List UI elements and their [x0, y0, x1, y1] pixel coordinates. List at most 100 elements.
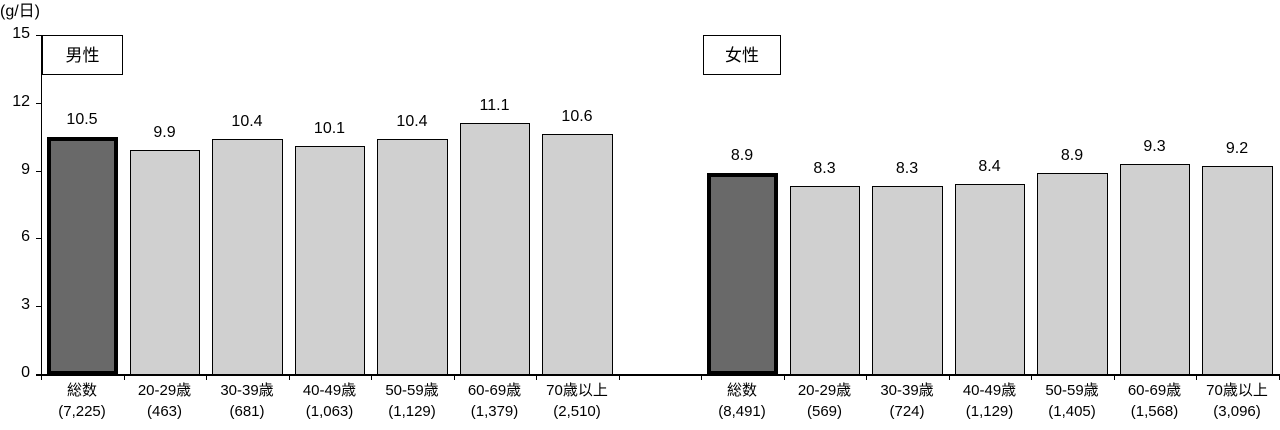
- bar-age-group: [954, 184, 1025, 375]
- x-tick: [123, 374, 125, 380]
- sample-size: (1,379): [470, 403, 519, 420]
- x-tick: [1113, 374, 1115, 380]
- bar-age-group: [294, 145, 365, 375]
- y-tick-label: 3: [21, 296, 30, 314]
- category-label: 総数 (7,225): [41, 380, 123, 422]
- bar-age-group: [1119, 163, 1190, 375]
- category-name: 50-59歳: [1045, 382, 1099, 399]
- value-label: 10.6: [561, 108, 593, 126]
- y-tick: [36, 35, 42, 36]
- value-label: 9.2: [1225, 140, 1249, 158]
- y-tick: [36, 170, 42, 172]
- x-tick: [1278, 374, 1280, 380]
- sample-size: (463): [146, 403, 183, 420]
- sample-size: (1,063): [305, 403, 354, 420]
- category-label: 40-49歳 (1,129): [949, 380, 1031, 422]
- value-label: 8.4: [978, 158, 1001, 176]
- x-tick: [371, 374, 372, 380]
- category-label: 総数 (8,491): [701, 380, 783, 422]
- category-label: 20-29歳 (569): [784, 380, 866, 422]
- sample-size: (7,225): [58, 403, 106, 420]
- bar-total: [707, 172, 778, 375]
- category-name: 50-59歳: [385, 382, 439, 399]
- sample-size: (569): [806, 403, 843, 420]
- x-tick: [288, 374, 290, 380]
- x-tick: [536, 374, 537, 380]
- y-tick-label: 12: [12, 92, 30, 110]
- value-label: 8.3: [895, 160, 919, 178]
- y-tick-label: 15: [12, 25, 30, 42]
- x-tick: [206, 374, 207, 380]
- group-label-female: 女性: [703, 35, 781, 75]
- category-name: 40-49歳: [302, 382, 357, 399]
- category-name: 30-39歳: [880, 382, 934, 399]
- value-label: 8.3: [813, 160, 836, 178]
- sample-size: (681): [229, 403, 265, 420]
- y-axis-unit: (g/日): [0, 3, 41, 20]
- category-name: 30-39歳: [220, 382, 274, 399]
- category-label: 50-59歳 (1,405): [1031, 380, 1113, 422]
- category-name: 60-69歳: [1127, 382, 1182, 399]
- category-label: 30-39歳 (724): [866, 380, 948, 422]
- bar-age-group: [212, 138, 283, 375]
- value-label: 10.5: [66, 110, 98, 128]
- value-label: 10.4: [396, 112, 428, 130]
- bar-age-group: [789, 186, 860, 375]
- y-tick: [36, 102, 42, 104]
- y-tick: [36, 306, 42, 308]
- value-label: 8.9: [730, 146, 754, 164]
- category-label: 30-39歳 (681): [206, 380, 288, 422]
- bar-age-group: [129, 150, 200, 375]
- sample-size: (1,129): [388, 403, 436, 420]
- bar-age-group: [1202, 166, 1273, 375]
- bar-age-group: [872, 186, 943, 375]
- sample-size: (3,096): [1213, 403, 1261, 420]
- x-axis: [36, 374, 1280, 376]
- category-name: 70歳以上: [1206, 382, 1268, 399]
- x-tick: [618, 374, 620, 380]
- sample-size: (1,568): [1130, 403, 1179, 420]
- category-name: 40-49歳: [962, 382, 1017, 399]
- y-tick-label: 0: [21, 364, 30, 381]
- category-label: 60-69歳 (1,568): [1114, 380, 1196, 422]
- bar-total: [47, 136, 118, 375]
- category-label: 60-69歳 (1,379): [454, 380, 536, 422]
- sample-size: (1,405): [1048, 403, 1096, 420]
- x-tick: [1196, 374, 1197, 380]
- category-name: 20-29歳: [137, 382, 192, 399]
- sample-size: (2,510): [553, 403, 601, 420]
- y-tick-label: 9: [21, 160, 30, 178]
- bar-age-group: [542, 134, 613, 375]
- x-tick: [41, 374, 42, 380]
- y-tick: [36, 374, 42, 375]
- category-name: 20-29歳: [797, 382, 852, 399]
- sample-size: (8,491): [718, 403, 766, 420]
- x-tick: [948, 374, 950, 380]
- x-tick: [1031, 374, 1032, 380]
- value-label: 10.4: [231, 112, 263, 130]
- category-label: 40-49歳 (1,063): [289, 380, 371, 422]
- value-label: 9.9: [153, 124, 176, 142]
- category-label: 20-29歳 (463): [124, 380, 206, 422]
- y-tick-label: 6: [21, 228, 30, 246]
- category-name: 70歳以上: [546, 382, 608, 399]
- category-name: 総数: [726, 382, 757, 399]
- y-axis: [41, 35, 42, 375]
- sample-size: (1,129): [965, 403, 1014, 420]
- bar-age-group: [377, 138, 448, 375]
- category-name: 総数: [66, 382, 97, 399]
- sample-size: (724): [889, 403, 925, 420]
- bar-age-group: [1037, 172, 1108, 375]
- category-label: 50-59歳 (1,129): [371, 380, 453, 422]
- category-label: 70歳以上 (2,510): [536, 380, 618, 422]
- x-tick: [453, 374, 455, 380]
- value-label: 9.3: [1143, 137, 1166, 155]
- y-tick: [36, 238, 42, 240]
- x-tick: [701, 374, 702, 380]
- value-label: 8.9: [1060, 146, 1084, 164]
- group-label-male: 男性: [42, 35, 123, 75]
- value-label: 11.1: [479, 97, 510, 115]
- category-name: 60-69歳: [467, 382, 522, 399]
- category-label: 70歳以上 (3,096): [1196, 380, 1278, 422]
